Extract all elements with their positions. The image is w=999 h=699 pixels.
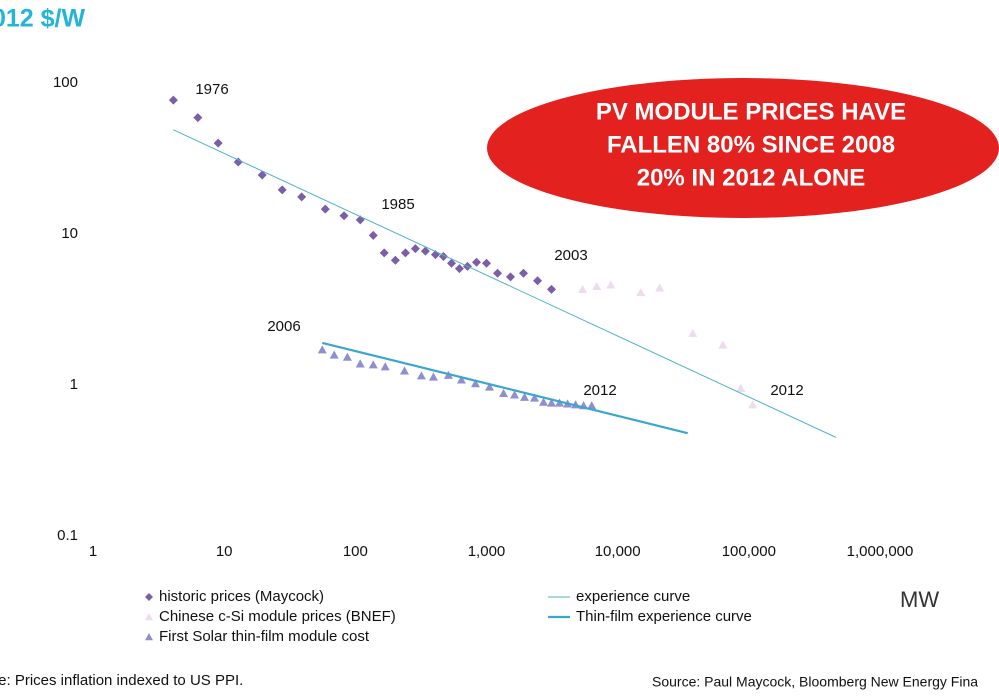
data-point	[339, 211, 349, 221]
x-tick-label: 1,000	[468, 543, 506, 560]
data-point	[410, 244, 420, 254]
data-point	[587, 401, 597, 410]
data-point	[320, 204, 330, 214]
data-point	[484, 382, 494, 391]
data-point	[390, 255, 400, 265]
data-point	[168, 95, 178, 105]
experience-curve	[322, 341, 688, 435]
data-point	[342, 352, 352, 361]
data-point	[456, 375, 466, 384]
data-point	[606, 280, 616, 289]
data-point	[482, 258, 491, 268]
annotation: 1985	[381, 196, 414, 213]
legend-swatch	[145, 593, 153, 601]
data-point	[193, 113, 203, 123]
data-point	[688, 328, 698, 337]
data-point	[519, 268, 529, 278]
data-point	[636, 287, 646, 297]
annotation: 1976	[195, 81, 228, 98]
data-point	[213, 138, 223, 148]
data-point	[470, 379, 480, 388]
data-point	[368, 230, 378, 240]
data-point	[718, 340, 728, 349]
data-point	[520, 392, 530, 401]
y-tick-label: 100	[53, 74, 78, 91]
experience-curve	[173, 129, 837, 438]
footnote: te: Prices inflation indexed to US PPI.	[0, 672, 243, 689]
annotation: 2003	[554, 247, 587, 264]
data-point	[510, 390, 520, 399]
data-point	[533, 276, 543, 286]
x-tick-label: 10,000	[595, 543, 641, 560]
data-point	[400, 248, 410, 258]
source: Source: Paul Maycock, Bloomberg New Ener…	[652, 674, 978, 690]
data-point	[297, 192, 307, 202]
data-point	[493, 268, 503, 278]
x-tick-label: 100,000	[722, 543, 776, 560]
data-point	[317, 345, 327, 354]
data-point	[472, 257, 482, 267]
y-tick-label: 0.1	[57, 527, 78, 544]
data-point	[539, 397, 549, 406]
annotation: 2012	[583, 382, 616, 399]
x-tick-label: 1	[89, 543, 97, 560]
callout-text: FALLEN 80% SINCE 2008	[607, 131, 895, 158]
data-point	[736, 383, 746, 392]
data-point	[499, 388, 509, 397]
data-point	[428, 372, 438, 381]
data-point	[399, 366, 409, 375]
data-point	[546, 398, 556, 407]
data-point	[277, 185, 287, 195]
data-point	[454, 264, 464, 274]
x-tick-label: 1,000,000	[847, 543, 914, 560]
callout-text: 20% IN 2012 ALONE	[637, 164, 866, 191]
data-point	[748, 400, 758, 409]
data-point	[380, 362, 390, 371]
data-point	[379, 248, 389, 258]
legend-swatch	[145, 633, 153, 641]
data-point	[368, 360, 378, 369]
data-point	[546, 284, 556, 294]
data-point	[530, 393, 540, 402]
legend-label: Chinese c-Si module prices (BNEF)	[159, 608, 396, 625]
data-point	[416, 371, 426, 380]
data-point	[447, 258, 457, 268]
data-point	[655, 283, 665, 292]
data-point	[592, 281, 602, 290]
callout-bubble	[487, 78, 999, 218]
y-tick-label: 1	[70, 376, 78, 393]
x-tick-label: 10	[216, 543, 233, 560]
annotation: 2006	[267, 318, 300, 335]
callout-text: PV MODULE PRICES HAVE	[596, 98, 906, 125]
legend-label: Thin-film experience curve	[576, 608, 752, 625]
legend-label: historic prices (Maycock)	[159, 588, 324, 605]
legend-label: First Solar thin-film module cost	[159, 628, 370, 645]
data-point	[355, 359, 365, 368]
legend-swatch	[145, 613, 153, 621]
data-point	[578, 284, 588, 293]
data-point	[329, 350, 339, 359]
annotation: 2012	[770, 382, 803, 399]
data-point	[506, 272, 516, 282]
x-tick-label: 100	[343, 543, 368, 560]
chart-title: 012 $/W	[0, 5, 86, 33]
data-point	[233, 157, 243, 167]
data-point	[420, 246, 430, 256]
data-point	[257, 170, 267, 180]
x-unit-label: MW	[900, 587, 939, 612]
legend-label: experience curve	[576, 588, 690, 605]
y-tick-label: 10	[61, 225, 78, 242]
